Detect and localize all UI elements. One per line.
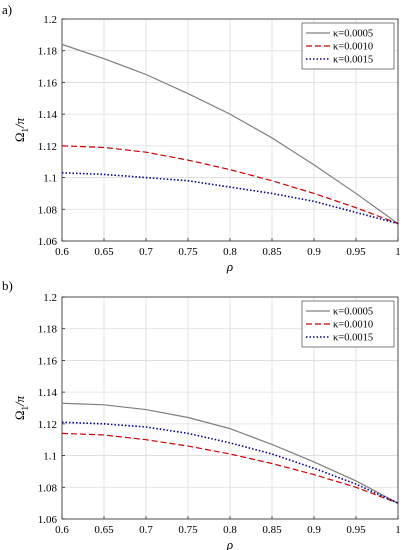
y-tick-label: 1.06 [38, 236, 58, 248]
x-tick-label: 1 [395, 246, 401, 258]
series-line-3 [61, 172, 399, 225]
x-tick-label: 0.8 [223, 524, 237, 536]
y-tick-label: 1.08 [38, 204, 58, 216]
y-tick-label: 1.18 [38, 46, 58, 58]
y-tick-label: 1.12 [38, 419, 57, 431]
series-line-2 [61, 145, 399, 225]
y-tick-label: 1.16 [38, 77, 58, 89]
series-line-1 [61, 402, 399, 504]
panel-label: b) [2, 278, 13, 293]
x-tick-label: 0.85 [262, 246, 282, 258]
y-axis-label: Ω1/π [12, 395, 30, 420]
x-tick-label: 0.9 [307, 246, 321, 258]
y-tick-label: 1.1 [43, 173, 57, 185]
legend-label-1: κ=0.0005 [333, 307, 373, 318]
legend-label-3: κ=0.0015 [333, 55, 373, 66]
x-tick-label: 0.6 [55, 246, 69, 258]
x-tick-label: 0.6 [55, 524, 69, 536]
x-tick-label: 0.75 [178, 524, 198, 536]
x-tick-label: 0.65 [94, 524, 114, 536]
x-tick-label: 0.85 [262, 524, 282, 536]
panel-label: a) [2, 2, 12, 17]
x-tick-label: 0.7 [139, 524, 153, 536]
x-tick-label: 1 [395, 524, 401, 536]
x-tick-label: 0.95 [346, 524, 366, 536]
y-tick-label: 1.2 [43, 14, 57, 26]
chart-panel-b: b) 0.6 0.65 0.7 0.75 0.8 0.85 0.9 0.95 1 1.06 1.08 1… [2, 278, 401, 550]
x-tick-label: 0.7 [139, 246, 153, 258]
x-tick-label: 0.95 [346, 246, 366, 258]
x-tick-label: 0.9 [307, 524, 321, 536]
y-tick-label: 1.14 [38, 387, 58, 399]
x-tick-label: 0.75 [178, 246, 198, 258]
series-line-3 [61, 421, 399, 504]
x-tick-label: 0.65 [94, 246, 114, 258]
x-tick-label: 0.8 [223, 246, 237, 258]
x-axis-label: ρ [226, 537, 233, 550]
y-tick-label: 1.08 [38, 482, 58, 494]
y-tick-label: 1.18 [38, 324, 58, 336]
y-tick-label: 1.16 [38, 355, 58, 367]
series-line-2 [61, 432, 399, 504]
series-line-1 [61, 43, 399, 225]
legend-label-2: κ=0.0010 [333, 42, 373, 53]
legend-label-1: κ=0.0005 [333, 29, 373, 40]
chart-panel-a: a) 0.6 0.65 0.7 0.75 0.8 0.85 0.9 0.95 1 1.06 1.08 1… [2, 2, 401, 274]
y-tick-label: 1.06 [38, 514, 58, 526]
legend-label-2: κ=0.0010 [333, 320, 373, 331]
y-tick-label: 1.2 [43, 292, 57, 304]
y-tick-label: 1.1 [43, 451, 57, 463]
y-tick-label: 1.12 [38, 141, 57, 153]
legend-label-3: κ=0.0015 [333, 333, 373, 344]
y-tick-label: 1.14 [38, 109, 58, 121]
y-axis-label: Ω1/π [12, 117, 30, 142]
x-axis-label: ρ [226, 259, 233, 274]
